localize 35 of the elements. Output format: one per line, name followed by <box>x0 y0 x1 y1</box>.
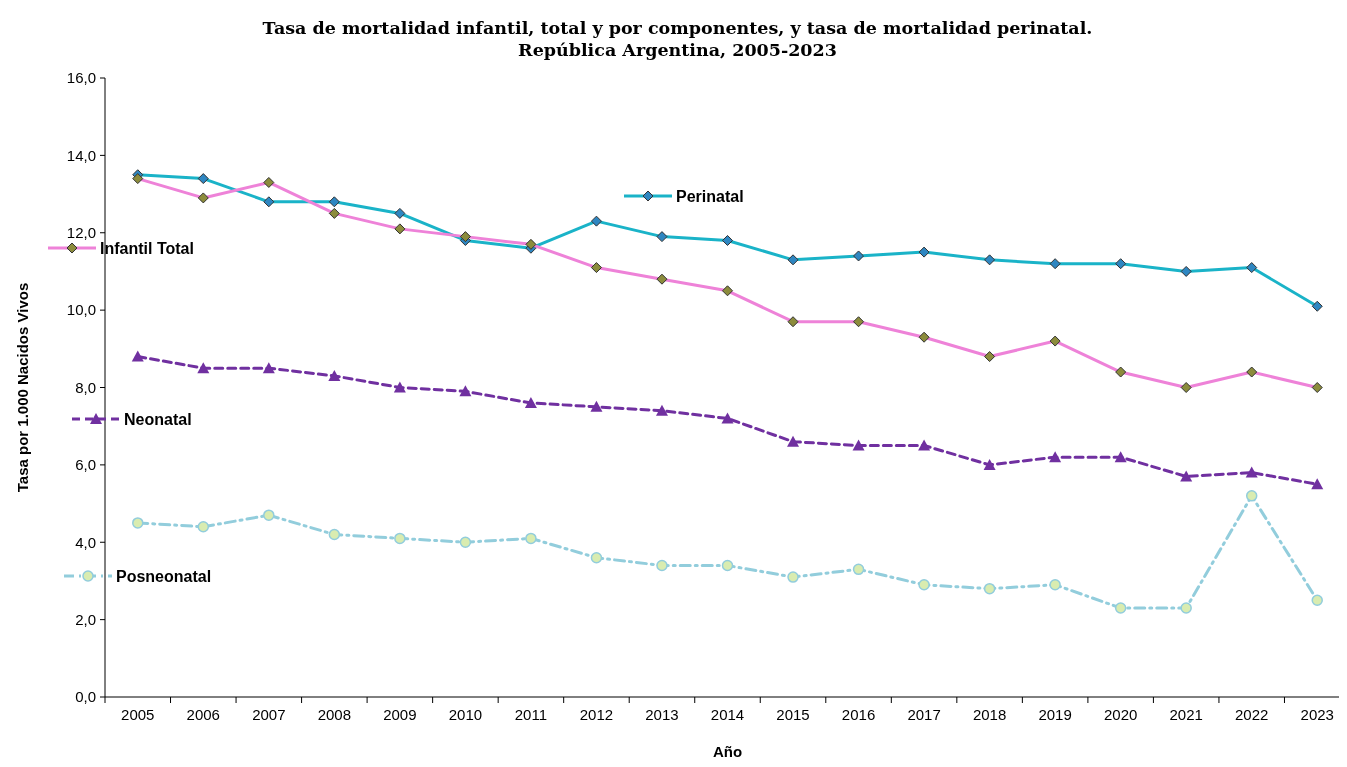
y-tick-label: 2,0 <box>75 610 96 628</box>
x-tick-label: 2012 <box>579 706 614 723</box>
chart-title: Tasa de mortalidad infantil, total y por componentes, y tasa de mortalidad perinatal. República Argentina, 2005-2023 <box>262 18 1093 60</box>
x-tick-label: 2011 <box>514 706 548 723</box>
y-tick-label: 10,0 <box>66 301 96 319</box>
legend-label: Infantil Total <box>100 239 194 257</box>
x-axis-title: Año <box>712 743 743 760</box>
y-tick-label: 8,0 <box>75 378 96 396</box>
x-tick-label: 2010 <box>448 706 483 723</box>
x-tick-label: 2013 <box>645 706 679 723</box>
x-tick-label: 2023 <box>1300 706 1334 723</box>
x-tick-label: 2015 <box>776 706 810 723</box>
x-tick-label: 2008 <box>317 706 352 723</box>
legend-label: Posneonatal <box>116 567 212 585</box>
y-tick-label: 6,0 <box>75 456 96 474</box>
x-tick-label: 2006 <box>186 706 220 723</box>
y-tick-label: 16,0 <box>66 69 96 87</box>
x-tick-label: 2022 <box>1235 706 1269 723</box>
x-tick-label: 2005 <box>121 706 155 723</box>
legend-label: Perinatal <box>676 187 744 205</box>
y-tick-label: 12,0 <box>66 224 96 241</box>
x-tick-label: 2021 <box>1169 706 1203 723</box>
y-tick-label: 14,0 <box>66 146 96 164</box>
y-axis-title: Tasa por 1.000 Nacidos Vivos <box>14 282 31 493</box>
y-tick-label: 0,0 <box>75 688 96 706</box>
x-tick-label: 2020 <box>1103 706 1138 723</box>
x-tick-label: 2019 <box>1038 706 1072 723</box>
x-tick-label: 2016 <box>841 706 876 723</box>
x-tick-label: 2014 <box>710 706 745 723</box>
x-tick-label: 2009 <box>383 706 417 723</box>
x-tick-label: 2018 <box>972 706 1007 723</box>
y-tick-label: 4,0 <box>75 533 96 551</box>
x-tick-label: 2007 <box>252 706 286 723</box>
legend-label: Neonatal <box>124 410 192 428</box>
x-tick-label: 2017 <box>907 706 941 723</box>
